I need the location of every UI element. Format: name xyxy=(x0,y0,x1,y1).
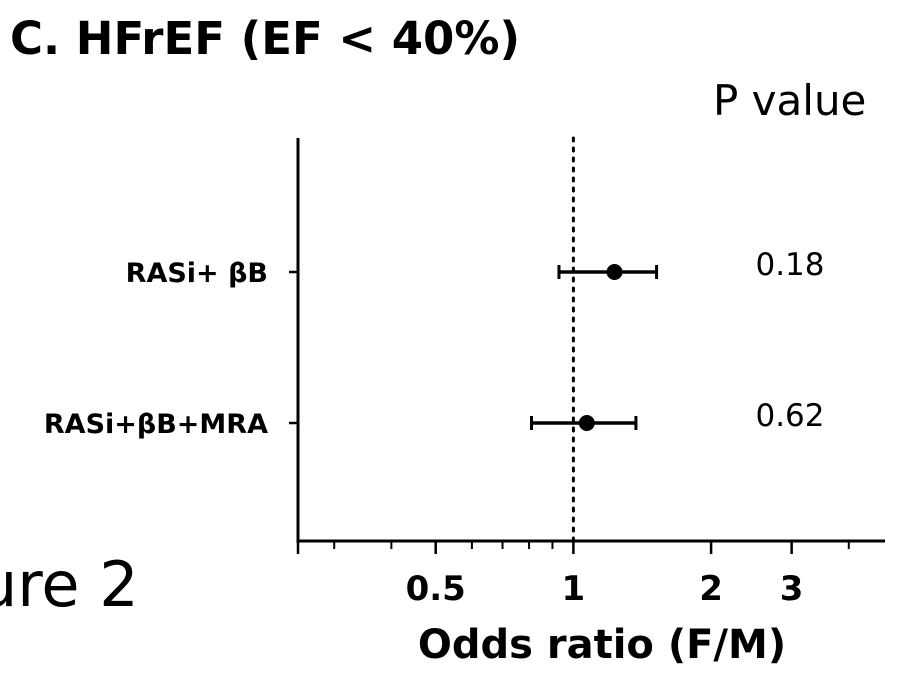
p-value: 0.62 xyxy=(755,398,824,434)
rows: RASi+ βB 0.18 RASi+βB+MRA 0.62 xyxy=(44,247,825,440)
forest-row: RASi+ βB 0.18 xyxy=(126,247,825,289)
x-tick-label: 3 xyxy=(780,569,804,609)
point-estimate xyxy=(606,264,623,280)
point-estimate xyxy=(578,415,595,431)
p-value-header: P value xyxy=(713,76,867,125)
figure-caption-fragment: ure 2 xyxy=(0,548,139,621)
panel-title: C. HFrEF (EF < 40%) xyxy=(10,12,521,65)
row-label: RASi+βB+MRA xyxy=(44,409,268,440)
p-value: 0.18 xyxy=(755,247,824,283)
x-tick-label: 0.5 xyxy=(406,569,466,609)
x-tick-label: 1 xyxy=(562,569,586,609)
axes: 0.5 1 2 3 Odds ratio (F/M) xyxy=(296,136,885,668)
x-axis-label: Odds ratio (F/M) xyxy=(418,622,786,668)
x-tick-label: 2 xyxy=(699,569,723,609)
forest-row: RASi+βB+MRA 0.62 xyxy=(44,398,825,440)
row-label: RASi+ βB xyxy=(126,258,268,289)
